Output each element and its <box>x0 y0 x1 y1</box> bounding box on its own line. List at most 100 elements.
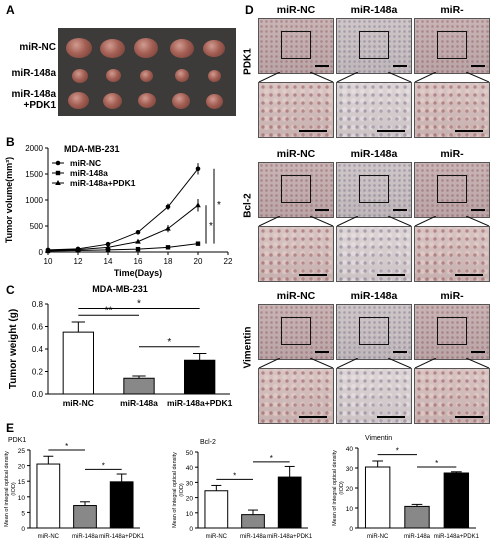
data-point <box>55 170 61 176</box>
data-point <box>105 241 111 247</box>
category-label: miR-NC <box>38 534 60 540</box>
y-tick-label: 0.4 <box>32 345 44 354</box>
zoom-inset-box <box>281 31 311 59</box>
bar <box>184 359 216 395</box>
bar <box>123 377 155 395</box>
ihc-overview-image <box>414 304 490 360</box>
zoom-connector <box>336 358 412 368</box>
zoom-connector <box>258 358 334 368</box>
scale-bar <box>455 416 483 418</box>
tumor <box>208 70 221 82</box>
scale-bar <box>471 351 485 353</box>
category-label: miR-148a+PDK1 <box>167 398 233 408</box>
ihc-zoom-image <box>258 368 334 424</box>
ihc-column-header: miR-148a <box>350 148 398 160</box>
bar <box>62 331 95 395</box>
scale-bar <box>315 209 329 211</box>
ihc-marker-label-container: Bcl-2 <box>240 176 254 236</box>
tumor <box>175 69 189 82</box>
y-tick-label: 1500 <box>25 170 43 179</box>
bar <box>36 463 61 529</box>
y-tick-label: 2000 <box>25 144 43 153</box>
bar <box>241 514 265 529</box>
x-tick-label: 18 <box>164 257 173 266</box>
significance-label: * <box>167 337 171 348</box>
zoom-inset-box <box>437 317 467 345</box>
scale-bar <box>393 209 407 211</box>
y-tick-label: 0.0 <box>32 390 44 399</box>
tumor <box>66 38 92 58</box>
chart-title: MDA-MB-231 <box>64 144 120 154</box>
tumor <box>140 70 153 82</box>
connector-line <box>465 72 490 82</box>
scale-bar <box>455 130 483 132</box>
category-label: miR-148a <box>240 534 267 540</box>
ihc-zoom-image <box>414 368 490 424</box>
y-tick-label: 10 <box>186 511 194 518</box>
zoom-inset-box <box>359 175 389 203</box>
significance-label: * <box>65 442 68 451</box>
y-tick-label: 500 <box>30 222 44 231</box>
tumor <box>138 93 156 108</box>
bar <box>109 481 134 529</box>
y-axis-label: (IOD) <box>11 482 17 496</box>
y-tick-label: 0.6 <box>32 323 44 332</box>
tumor <box>103 93 122 109</box>
zoom-connector <box>258 216 334 226</box>
significance-label: * <box>137 299 141 310</box>
significance-label: * <box>435 459 438 468</box>
y-tick-label: 30 <box>346 466 354 473</box>
y-tick-label: 20 <box>346 486 354 493</box>
panel-label-c: C <box>6 283 15 297</box>
tumor <box>206 94 223 109</box>
bar <box>404 505 430 529</box>
connector-line <box>309 358 334 368</box>
ihc-column-header: miR-NC <box>276 290 316 302</box>
ihc-block-vimentin: miR-NC miR-148a miR-148a+PDK1 Vimentin <box>243 290 491 430</box>
data-point <box>165 245 171 250</box>
y-tick-label: 0.8 <box>32 300 44 309</box>
data-point <box>135 246 141 252</box>
tumor <box>72 69 88 83</box>
zoom-connector <box>258 72 334 82</box>
connector-line <box>387 72 412 82</box>
ihc-column-header: miR-148a+PDK1 <box>423 290 481 314</box>
ihc-block-bcl-2: miR-NC miR-148a miR-148a+PDK1 Bcl-2 <box>243 148 491 288</box>
zoom-inset-box <box>437 31 467 59</box>
x-tick-label: 20 <box>194 257 203 266</box>
zoom-inset-box <box>359 31 389 59</box>
ihc-column-header: miR-148a <box>350 290 398 302</box>
ihc-overview-image <box>336 18 412 74</box>
zoom-inset-box <box>281 317 311 345</box>
connector-line <box>414 216 437 226</box>
ihc-overview-image <box>258 162 334 218</box>
data-point <box>55 180 61 185</box>
y-axis-label: (IOD) <box>179 483 185 497</box>
x-axis-label: Time(Days) <box>114 268 162 278</box>
ihc-marker-label: Bcl-2 <box>242 193 254 218</box>
connector-line <box>414 358 437 368</box>
ihc-zoom-image <box>258 226 334 282</box>
ihc-marker-label-container: Vimentin <box>240 318 254 378</box>
bar <box>277 476 302 529</box>
significance-label: * <box>102 461 105 470</box>
x-tick-label: 12 <box>74 257 83 266</box>
ihc-overview-image <box>336 162 412 218</box>
ihc-zoom-image <box>414 82 490 138</box>
category-label: miR-NC <box>367 534 389 540</box>
tumor <box>106 69 121 82</box>
zoom-connector <box>336 72 412 82</box>
x-tick-label: 14 <box>104 257 113 266</box>
significance-label: * <box>217 200 221 211</box>
y-tick-label: 30 <box>186 480 194 487</box>
category-label: miR-NC <box>206 534 228 540</box>
category-label: miR-NC <box>63 398 94 408</box>
connector-line <box>309 72 334 82</box>
legend-label: miR-148a+PDK1 <box>70 178 136 188</box>
connector-line <box>258 72 281 82</box>
ihc-column-header: miR-148a+PDK1 <box>423 4 481 28</box>
scale-bar <box>393 65 407 67</box>
data-point <box>195 166 201 172</box>
y-axis-label: Mean of integral optical density <box>332 450 338 526</box>
scale-bar <box>455 274 483 276</box>
